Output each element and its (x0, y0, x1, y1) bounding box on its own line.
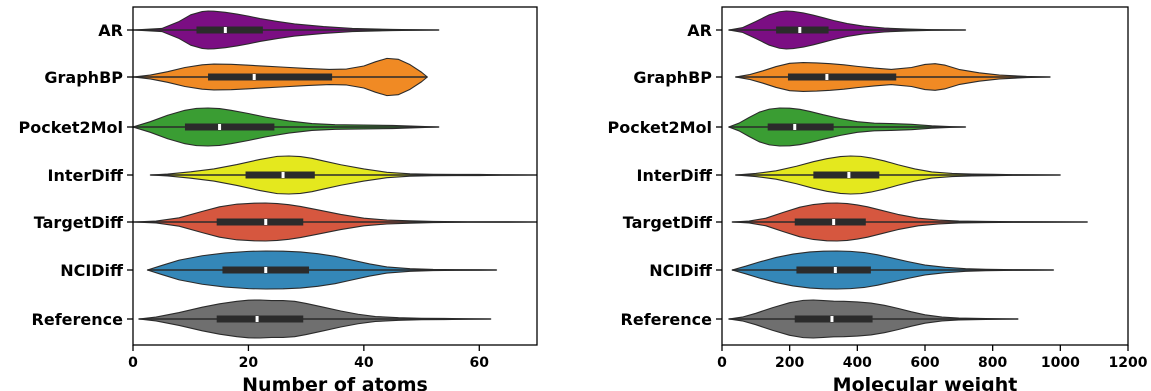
violin-graphbp (734, 62, 1051, 92)
x-tick-label: 0 (128, 355, 138, 371)
median-marker (830, 316, 834, 322)
x-tick-label: 40 (354, 355, 374, 371)
iqr-box (196, 26, 263, 34)
x-axis-title: Number of atoms (242, 374, 428, 391)
violin-reference (728, 299, 1019, 339)
violin-ar (728, 10, 967, 50)
category-label: Pocket2Mol (19, 118, 123, 137)
violin-pocket2mol (728, 107, 967, 147)
iqr-box (787, 73, 897, 81)
category-label: InterDiff (48, 166, 125, 185)
violin-interdiff (734, 155, 1061, 195)
median-marker (223, 27, 227, 33)
category-label: GraphBP (44, 68, 123, 87)
category-label: NCIDiff (649, 261, 713, 280)
x-tick-label: 800 (978, 355, 1007, 371)
x-tick-label: 400 (843, 355, 872, 371)
category-label: Reference (621, 310, 713, 329)
violin-graphbp (133, 57, 428, 97)
iqr-box (776, 26, 829, 34)
median-marker (825, 74, 829, 80)
median-marker (218, 124, 222, 130)
iqr-box (216, 218, 304, 226)
violin-reference (138, 299, 492, 339)
violin-targetdiff (731, 202, 1088, 242)
violin-pocket2mol (133, 107, 440, 147)
category-label: Pocket2Mol (608, 118, 712, 137)
median-marker (281, 172, 285, 178)
iqr-box (794, 218, 866, 226)
category-label: AR (98, 21, 123, 40)
iqr-box (184, 123, 275, 131)
violin-targetdiff (133, 202, 537, 242)
x-axis-title: Molecular weight (833, 374, 1018, 391)
category-label: GraphBP (633, 68, 712, 87)
category-label: AR (687, 21, 712, 40)
category-label: TargetDiff (34, 213, 124, 232)
category-label: InterDiff (637, 166, 714, 185)
median-marker (847, 172, 851, 178)
violin-interdiff (149, 155, 537, 195)
median-marker (264, 267, 268, 273)
x-tick-label: 60 (470, 355, 490, 371)
x-tick-label: 0 (717, 355, 727, 371)
violin-ncidiff (731, 250, 1055, 290)
category-label: NCIDiff (60, 261, 124, 280)
x-tick-label: 600 (910, 355, 939, 371)
violin-panel-2: AR GraphBP Pocket2Mol InterDiff TargetDiff NC… (608, 6, 1148, 391)
violin-ncidiff (146, 250, 498, 290)
axes-frame (132, 6, 538, 346)
iqr-box (245, 171, 315, 179)
iqr-box (767, 123, 834, 131)
category-label: TargetDiff (623, 213, 713, 232)
iqr-box (216, 315, 304, 323)
median-marker (833, 267, 837, 273)
iqr-box (813, 171, 880, 179)
x-tick-label: 200 (775, 355, 804, 371)
x-tick-label: 20 (239, 355, 259, 371)
iqr-box (208, 73, 333, 81)
x-tick-label: 1000 (1041, 355, 1080, 371)
median-marker (264, 219, 268, 225)
x-tick-label: 1200 (1109, 355, 1148, 371)
violin-panel-1: AR GraphBP Pocket2Mol InterDiff TargetDiff NC… (19, 6, 538, 391)
median-marker (798, 27, 802, 33)
iqr-box (796, 266, 871, 274)
median-marker (832, 219, 836, 225)
iqr-box (794, 315, 873, 323)
median-marker (255, 316, 259, 322)
category-label: Reference (32, 310, 124, 329)
violin-ar (133, 10, 440, 50)
median-marker (793, 124, 797, 130)
median-marker (252, 74, 256, 80)
